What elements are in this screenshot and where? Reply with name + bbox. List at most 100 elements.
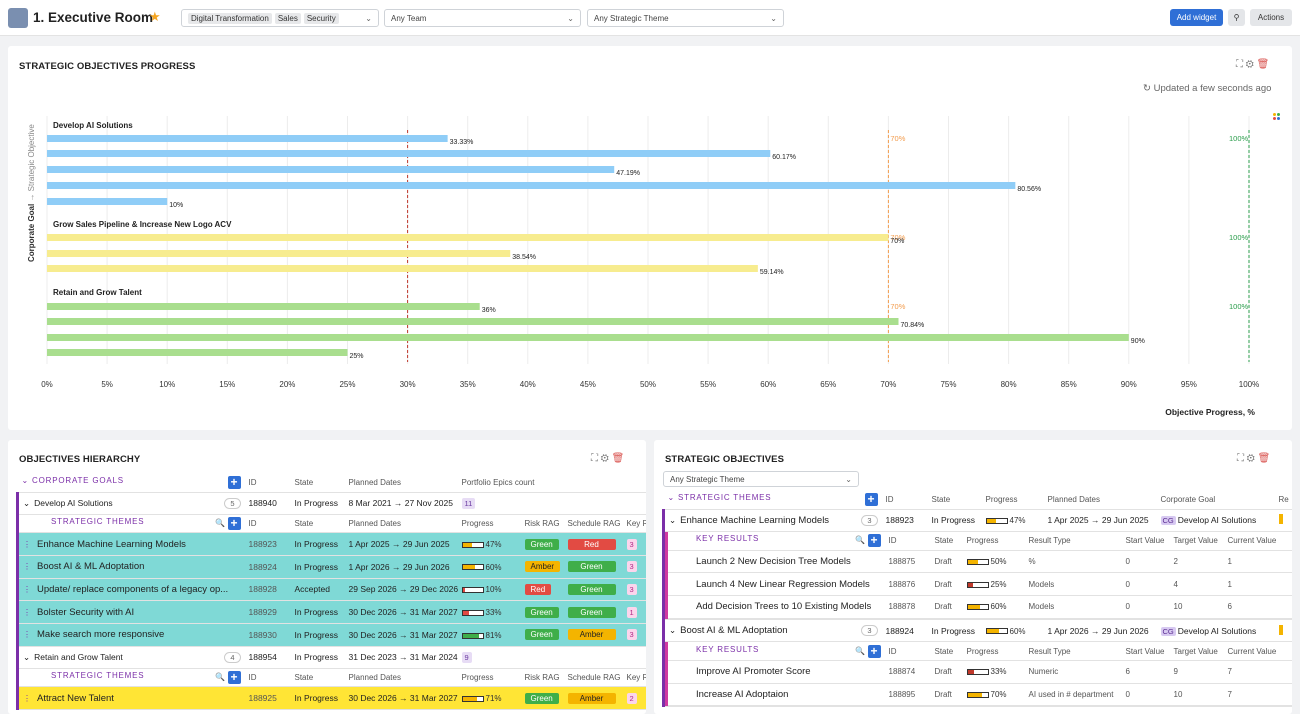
search-icon[interactable]: 🔍 xyxy=(215,672,226,682)
theme-row[interactable]: ⋮ Bolster Security with AI 188929 In Prog… xyxy=(17,600,646,624)
key-result-name[interactable]: Increase AI Adoptaion xyxy=(666,683,885,706)
key-result-row[interactable]: Increase AI Adoptaion 188895 Draft 70% A… xyxy=(666,683,1292,706)
expand-icon[interactable]: ⛶ xyxy=(1236,59,1243,70)
bar xyxy=(47,265,758,272)
legend-palette-icon[interactable] xyxy=(1273,113,1281,121)
theme-name[interactable]: Make search more responsive xyxy=(37,629,165,641)
key-result-row[interactable]: Launch 4 New Linear Regression Models 18… xyxy=(666,572,1292,597)
progress-text: 47% xyxy=(1009,516,1026,526)
kr-target: 10 xyxy=(1169,595,1224,619)
theme-dates: 30 Dec 2026 → 31 Mar 2027 xyxy=(344,686,458,710)
objective-row[interactable]: ⌄ Boost AI & ML Adoptation 3 188924 In Pro… xyxy=(663,619,1292,643)
key-result-row[interactable]: Add Decision Trees to 10 Existing Models… xyxy=(666,595,1292,619)
key-result-name[interactable]: Launch 2 New Decision Tree Models xyxy=(666,550,885,574)
drag-handle-icon[interactable]: ⋮ xyxy=(23,539,31,549)
gear-icon[interactable]: ⚙ xyxy=(1245,59,1254,70)
favorite-star-icon[interactable]: ★ xyxy=(149,9,161,24)
trash-icon[interactable]: 🗑 xyxy=(1256,59,1270,70)
drag-handle-icon[interactable]: ⋮ xyxy=(23,562,31,572)
goal-count: 5 xyxy=(224,497,241,509)
key-result-row[interactable]: Improve AI Promoter Score 188874 Draft 3… xyxy=(666,660,1292,684)
chip-digital[interactable]: Digital Transformation xyxy=(188,12,272,24)
x-tick-label: 70% xyxy=(880,380,896,389)
theme-name[interactable]: Boost AI & ML Adoptation xyxy=(37,561,145,573)
col-id: ID xyxy=(244,514,291,534)
drag-handle-icon[interactable]: ⋮ xyxy=(23,607,31,617)
col-risk: Risk RAG xyxy=(520,514,564,534)
team-select[interactable]: Any Team ⌄ xyxy=(384,9,581,27)
objective-dates: 1 Apr 2025 → 29 Jun 2025 xyxy=(1043,509,1157,533)
theme-name[interactable]: Bolster Security with AI xyxy=(37,606,135,618)
objectives-panel: STRATEGIC OBJECTIVES ⛶ ⚙ 🗑 Any Strategic… xyxy=(654,440,1292,714)
theme-name[interactable]: Attract New Talent xyxy=(37,692,114,704)
portfolio-filter[interactable]: Digital Transformation Sales Security ⌄ xyxy=(181,9,379,27)
goal-name[interactable]: Retain and Grow Talent xyxy=(34,651,123,662)
chip-sales[interactable]: Sales xyxy=(274,12,301,24)
goal-name[interactable]: Develop AI Solutions xyxy=(1177,625,1257,636)
goal-row[interactable]: ⌄ Develop AI Solutions 5 188940 In Progres… xyxy=(17,492,646,516)
goal-name[interactable]: Develop AI Solutions xyxy=(1177,515,1257,526)
kr-col-header: Current Value xyxy=(1223,642,1292,661)
x-tick-label: 100% xyxy=(1239,380,1259,389)
search-icon[interactable]: 🔍 xyxy=(855,646,866,656)
filter-icon[interactable]: ⚲ xyxy=(1228,9,1245,26)
objective-row[interactable]: ⌄ Enhance Machine Learning Models 3 188923… xyxy=(663,509,1292,533)
search-icon[interactable]: 🔍 xyxy=(855,536,866,546)
add-theme-button[interactable]: + xyxy=(227,517,241,531)
add-objective-button[interactable]: + xyxy=(864,493,878,507)
panel-controls: ⛶ ⚙ 🗑 xyxy=(1237,453,1270,464)
x-tick-label: 50% xyxy=(640,380,656,389)
theme-row[interactable]: ⋮ Enhance Machine Learning Models 188923 … xyxy=(17,532,646,556)
goal-row[interactable]: ⌄ Retain and Grow Talent 4 188954 In Progr… xyxy=(17,646,646,670)
key-result-row[interactable]: Launch 2 New Decision Tree Models 188875… xyxy=(666,550,1292,574)
gear-icon[interactable]: ⚙ xyxy=(600,453,609,464)
refresh-icon[interactable]: ↻ xyxy=(1143,83,1151,94)
x-tick-label: 25% xyxy=(339,380,355,389)
trash-icon[interactable]: 🗑 xyxy=(1257,453,1271,464)
col-key-results: Key R xyxy=(622,668,646,688)
add-theme-button[interactable]: + xyxy=(227,671,241,685)
goal-dates: 8 Mar 2021 → 27 Nov 2025 xyxy=(344,492,458,516)
drag-handle-icon[interactable]: ⋮ xyxy=(23,630,31,640)
trash-icon[interactable]: 🗑 xyxy=(611,453,625,464)
key-result-name[interactable]: Add Decision Trees to 10 Existing Models xyxy=(666,595,885,619)
add-goal-button[interactable]: + xyxy=(227,476,241,490)
bar xyxy=(47,303,480,310)
objective-name[interactable]: Boost AI & ML Adoptation xyxy=(680,625,788,637)
theme-select[interactable]: Any Strategic Theme ⌄ xyxy=(587,9,784,27)
themes-label: STRATEGIC THEMES xyxy=(51,671,145,681)
kr-col-header: Target Value xyxy=(1169,642,1224,661)
drag-handle-icon[interactable]: ⋮ xyxy=(23,584,31,594)
add-key-result-button[interactable]: + xyxy=(867,534,881,548)
theme-row[interactable]: ⋮ Attract New Talent 188925 In Progress 3… xyxy=(17,686,646,710)
add-widget-button[interactable]: Add widget xyxy=(1170,9,1223,26)
theme-name[interactable]: Update/ replace components of a legacy o… xyxy=(37,583,229,595)
kr-col-header: Result Type xyxy=(1024,532,1122,551)
kr-current: 7 xyxy=(1223,660,1292,684)
progress-bar xyxy=(966,669,989,676)
expand-icon[interactable]: ⛶ xyxy=(591,453,598,464)
expand-icon[interactable]: ⛶ xyxy=(1237,453,1244,464)
theme-row[interactable]: ⋮ Make search more responsive 188930 In P… xyxy=(17,623,646,647)
col-risk: Risk RAG xyxy=(520,668,564,688)
kr-current: 1 xyxy=(1223,550,1292,574)
chip-security[interactable]: Security xyxy=(303,12,339,24)
theme-name[interactable]: Enhance Machine Learning Models xyxy=(37,538,186,550)
goal-tag: CG xyxy=(1160,626,1176,636)
add-key-result-button[interactable]: + xyxy=(867,644,881,658)
bar-value-label: 70% xyxy=(890,238,904,245)
kr-col-header: Start Value xyxy=(1121,642,1170,661)
x-tick-label: 20% xyxy=(279,380,295,389)
key-result-name[interactable]: Launch 4 New Linear Regression Models xyxy=(666,572,885,597)
theme-row[interactable]: ⋮ Boost AI & ML Adoptation 188924 In Prog… xyxy=(17,555,646,579)
key-result-name[interactable]: Improve AI Promoter Score xyxy=(666,660,885,684)
objective-name[interactable]: Enhance Machine Learning Models xyxy=(680,514,830,526)
goal-name[interactable]: Develop AI Solutions xyxy=(34,497,113,508)
gear-icon[interactable]: ⚙ xyxy=(1246,453,1255,464)
search-icon[interactable]: 🔍 xyxy=(215,518,226,528)
objectives-theme-select[interactable]: Any Strategic Theme ⌄ xyxy=(663,471,859,487)
drag-handle-icon[interactable]: ⋮ xyxy=(23,693,31,703)
col-re: Re xyxy=(1274,491,1292,510)
actions-button[interactable]: Actions xyxy=(1250,9,1292,26)
theme-row[interactable]: ⋮ Update/ replace components of a legacy … xyxy=(17,578,646,602)
